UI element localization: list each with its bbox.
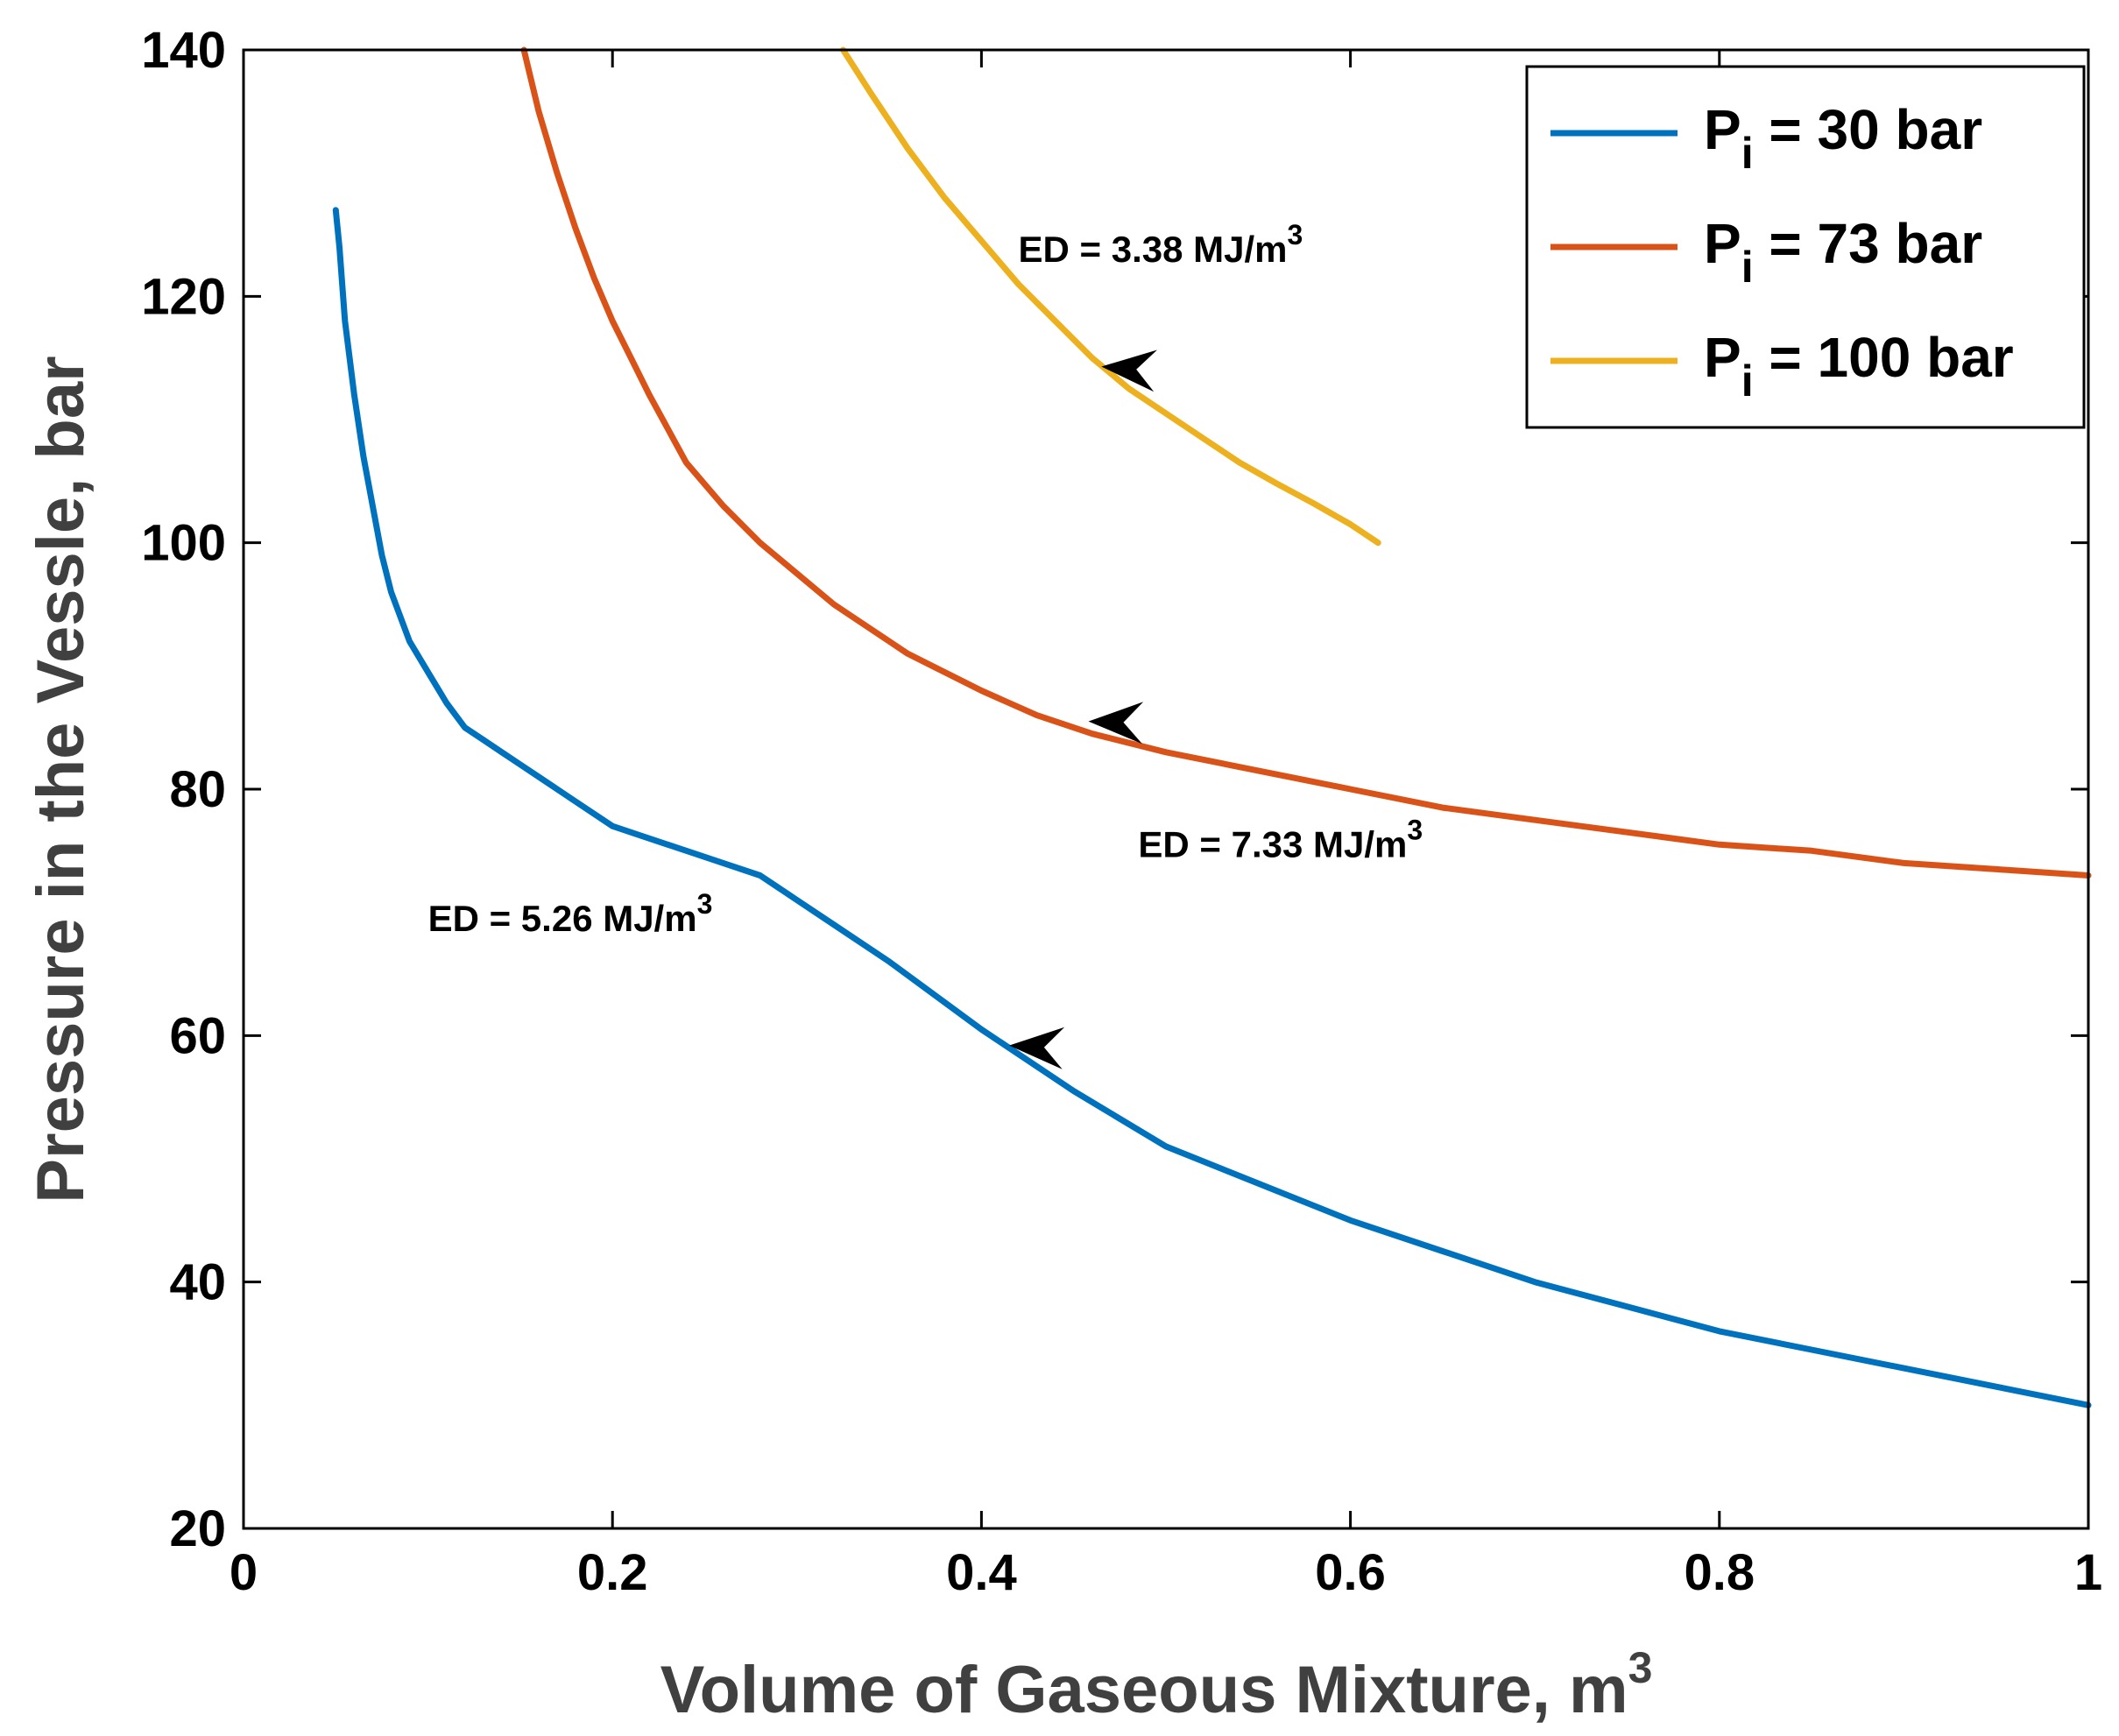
legend-label-100-bar: Pi = 100 bar (1704, 326, 2014, 406)
x-tick-label: 0.2 (577, 1544, 648, 1601)
annotation-0: ED = 5.26 MJ/m3 (428, 888, 713, 939)
x-tick-label: 0.4 (946, 1544, 1017, 1601)
x-tick-label: 0.8 (1684, 1544, 1755, 1601)
legend-label-30-bar: Pi = 30 bar (1704, 98, 1982, 178)
arrow-layer (1009, 349, 1157, 1069)
x-tick-label: 0.6 (1315, 1544, 1386, 1601)
x-tick-label: 1 (2074, 1544, 2102, 1601)
x-axis-label: Volume of Gaseous Mixture, m3 (660, 1643, 1653, 1727)
y-axis-label: Pressure in the Vessle, bar (24, 356, 98, 1203)
y-tick-label: 80 (169, 761, 226, 818)
y-tick-label: 120 (141, 268, 226, 325)
y-tick-label: 140 (141, 22, 226, 79)
series-line-pi-100-bar (840, 46, 1381, 547)
y-tick-label: 60 (169, 1007, 226, 1064)
y-tick-label: 100 (141, 515, 226, 572)
x-tick-label: 0 (230, 1544, 258, 1601)
arrow-icon (1009, 1027, 1065, 1069)
legend-label-73-bar: Pi = 73 bar (1704, 212, 1982, 292)
arrow-icon (1101, 349, 1157, 392)
arrow-icon (1088, 702, 1144, 745)
series-layer (332, 46, 2092, 1408)
annotation-layer: ED = 5.26 MJ/m3 ED = 7.33 MJ/m3 ED = 3.38 … (428, 219, 1423, 939)
series-line-pi-73-bar (520, 46, 2092, 879)
y-tick-label: 20 (169, 1500, 226, 1557)
y-tick-label: 40 (169, 1254, 226, 1311)
annotation-2: ED = 3.38 MJ/m3 (1019, 219, 1303, 270)
series-line-pi-30-bar (332, 207, 2092, 1408)
annotation-1: ED = 7.33 MJ/m3 (1138, 814, 1423, 864)
legend: Pi = 30 bar Pi = 73 bar Pi = 100 bar (1525, 65, 2086, 429)
